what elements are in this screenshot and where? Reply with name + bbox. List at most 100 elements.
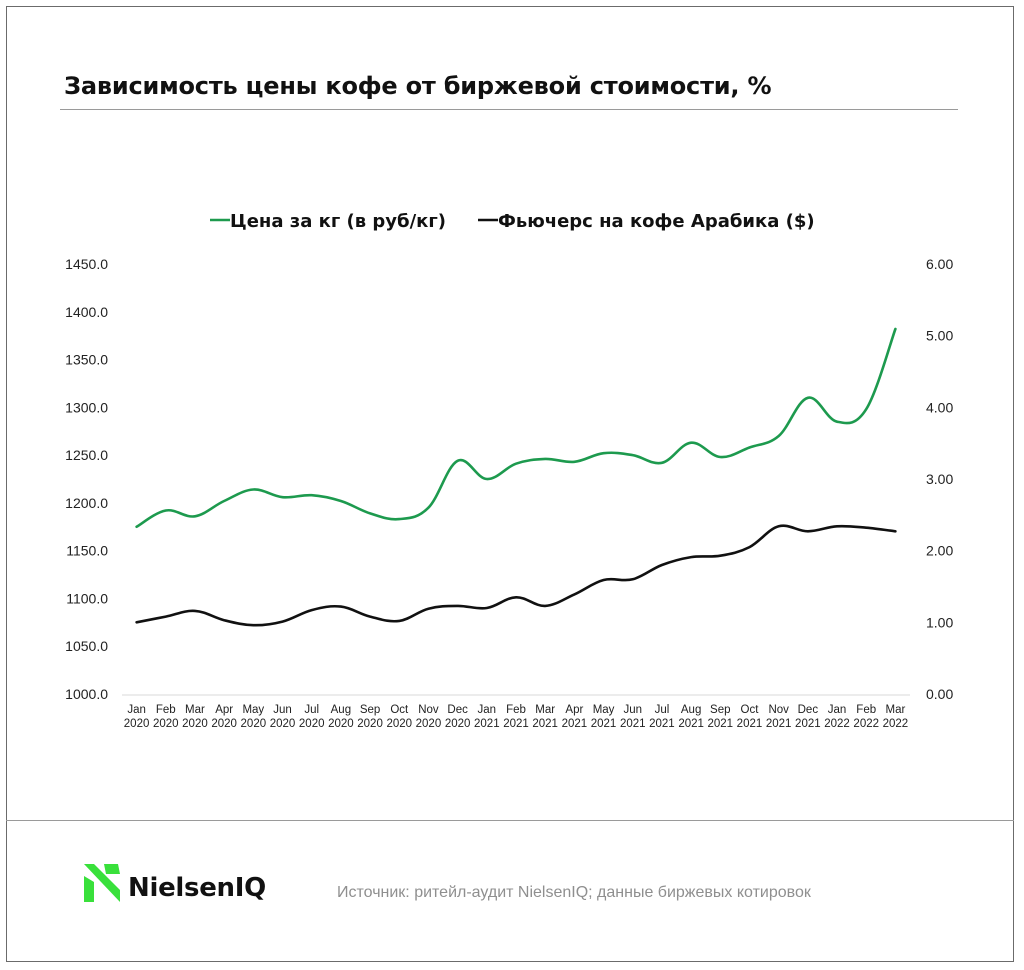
x-axis-tick-label: Jul 2021 — [649, 704, 675, 730]
x-tick-year: 2021 — [766, 718, 792, 730]
source-note: Источник: ритейл-аудит NielsenIQ; данные… — [337, 884, 811, 901]
x-tick-year: 2020 — [124, 718, 150, 730]
x-tick-month: Jun — [273, 704, 292, 716]
x-axis-tick-label: May 2021 — [591, 704, 617, 730]
x-tick-month: Jan — [127, 704, 146, 716]
x-axis-tick-label: May 2020 — [241, 704, 267, 730]
x-axis-tick-label: Aug 2020 — [328, 704, 354, 730]
left-axis-tick-label: 1100.0 — [66, 590, 108, 606]
arabica-futures-line — [135, 524, 897, 627]
x-tick-month: Feb — [856, 704, 876, 716]
x-axis-tick-label: Jan 2022 — [824, 704, 850, 730]
x-axis-tick-label: Mar 2021 — [532, 704, 558, 730]
x-tick-year: 2020 — [445, 718, 471, 730]
x-tick-month: Dec — [447, 704, 468, 716]
x-tick-year: 2021 — [474, 718, 500, 730]
title-divider — [60, 109, 958, 110]
x-tick-year: 2020 — [211, 718, 237, 730]
x-tick-month: Sep — [710, 704, 730, 716]
x-tick-year: 2021 — [503, 718, 529, 730]
legend-label: Фьючерс на кофе Арабика ($) — [498, 211, 815, 232]
left-axis-tick-label: 1050.0 — [65, 638, 108, 654]
x-tick-year: 2021 — [707, 718, 733, 730]
right-axis-tick-label: 6.00 — [926, 256, 953, 272]
x-tick-month: Feb — [506, 704, 526, 716]
x-tick-year: 2020 — [416, 718, 442, 730]
left-axis-tick-label: 1200.0 — [65, 495, 108, 511]
left-y-axis: 1000.0 1050.0 1100.0 1150.0 1200.0 1250.0 1300… — [65, 256, 108, 702]
left-axis-tick-label: 1450.0 — [65, 256, 108, 272]
x-tick-month: May — [593, 704, 615, 716]
line-chart: Цена за кг (в руб/кг) Фьючерс на кофе Ара… — [65, 211, 953, 730]
footer-divider — [6, 820, 1014, 821]
x-axis-tick-label: Feb 2022 — [853, 704, 879, 730]
right-axis-tick-label: 0.00 — [926, 686, 953, 702]
x-tick-year: 2021 — [649, 718, 675, 730]
x-tick-year: 2022 — [824, 718, 850, 730]
x-tick-year: 2021 — [678, 718, 704, 730]
x-tick-year: 2022 — [853, 718, 879, 730]
x-tick-month: Mar — [185, 704, 205, 716]
x-tick-year: 2020 — [386, 718, 412, 730]
right-axis-tick-label: 5.00 — [926, 328, 953, 344]
x-axis-tick-label: Feb 2020 — [153, 704, 179, 730]
x-axis-tick-label: Sep 2020 — [357, 704, 383, 730]
right-axis-tick-label: 4.00 — [926, 399, 953, 415]
x-tick-month: Nov — [418, 704, 439, 716]
series-lines — [135, 327, 897, 627]
right-axis-tick-label: 3.00 — [926, 471, 953, 487]
x-tick-year: 2020 — [357, 718, 383, 730]
x-tick-year: 2021 — [795, 718, 821, 730]
x-tick-month: Dec — [798, 704, 819, 716]
x-axis-tick-label: Sep 2021 — [707, 704, 733, 730]
x-tick-year: 2021 — [737, 718, 763, 730]
x-axis-tick-label: Jan 2020 — [124, 704, 150, 730]
x-axis-tick-label: Apr 2021 — [562, 704, 588, 730]
x-tick-year: 2021 — [532, 718, 558, 730]
x-tick-month: Mar — [535, 704, 555, 716]
x-tick-month: May — [242, 704, 264, 716]
x-tick-month: Oct — [390, 704, 409, 716]
x-tick-month: Aug — [681, 704, 701, 716]
x-axis-tick-label: Mar 2022 — [883, 704, 909, 730]
x-axis-tick-label: Oct 2021 — [737, 704, 763, 730]
chart-frame — [6, 6, 1014, 962]
x-tick-month: Nov — [768, 704, 789, 716]
x-tick-month: Oct — [741, 704, 760, 716]
x-tick-month: Jan — [478, 704, 497, 716]
x-axis-tick-label: Nov 2021 — [766, 704, 792, 730]
left-axis-tick-label: 1350.0 — [65, 352, 108, 368]
x-tick-year: 2020 — [328, 718, 354, 730]
left-axis-tick-label: 1400.0 — [65, 304, 108, 320]
x-tick-month: Jan — [828, 704, 847, 716]
x-axis-tick-label: Aug 2021 — [678, 704, 704, 730]
x-tick-year: 2022 — [883, 718, 909, 730]
x-tick-month: Sep — [360, 704, 380, 716]
x-axis-tick-label: Jan 2021 — [474, 704, 500, 730]
left-axis-tick-label: 1150.0 — [66, 543, 108, 559]
x-axis-tick-label: Apr 2020 — [211, 704, 237, 730]
x-tick-year: 2020 — [182, 718, 208, 730]
x-tick-month: Aug — [331, 704, 351, 716]
x-tick-year: 2021 — [620, 718, 646, 730]
logo-text: NielsenIQ — [128, 873, 266, 903]
right-y-axis: 0.00 1.00 2.00 3.00 4.00 5.00 6.00 — [926, 256, 953, 702]
price-per-kg-line — [135, 327, 897, 529]
x-tick-year: 2020 — [299, 718, 325, 730]
left-axis-tick-label: 1250.0 — [65, 447, 108, 463]
x-tick-month: Jun — [623, 704, 642, 716]
x-tick-year: 2020 — [153, 718, 179, 730]
legend-label: Цена за кг (в руб/кг) — [230, 211, 446, 232]
chart-title: Зависимость цены кофе от биржевой стоимо… — [64, 72, 772, 100]
x-tick-year: 2021 — [591, 718, 617, 730]
x-axis-tick-label: Dec 2021 — [795, 704, 821, 730]
x-tick-year: 2020 — [241, 718, 267, 730]
x-axis-tick-label: Dec 2020 — [445, 704, 471, 730]
x-tick-year: 2020 — [270, 718, 296, 730]
right-axis-tick-label: 1.00 — [926, 614, 953, 630]
left-axis-tick-label: 1000.0 — [65, 686, 108, 702]
x-axis-tick-label: Mar 2020 — [182, 704, 208, 730]
x-axis-tick-label: Jul 2020 — [299, 704, 325, 730]
x-tick-year: 2021 — [562, 718, 588, 730]
x-axis-tick-label: Jun 2021 — [620, 704, 646, 730]
